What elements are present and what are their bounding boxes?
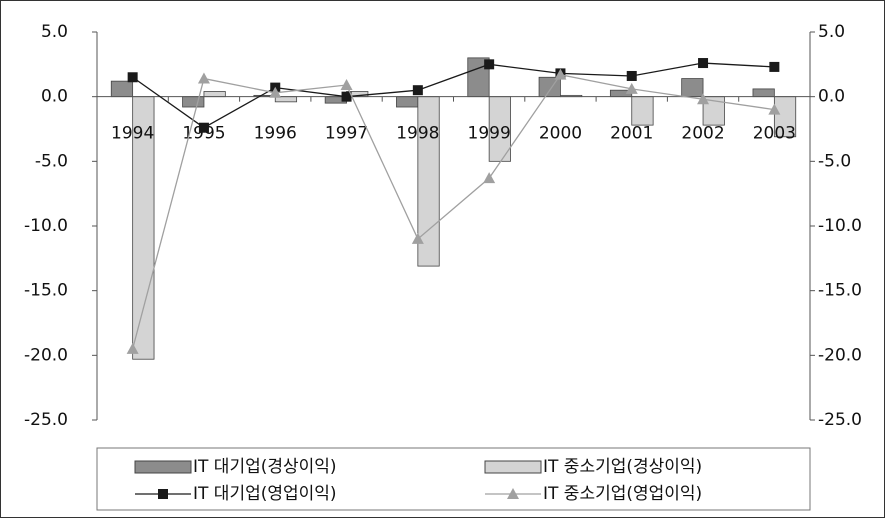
marker bbox=[484, 59, 495, 70]
x-tick-label: 2000 bbox=[539, 124, 582, 144]
y2-tick-label: 5.0 bbox=[818, 22, 845, 42]
x-tick-label: 1994 bbox=[111, 124, 154, 144]
marker bbox=[127, 72, 138, 83]
y2-tick-label: 0.0 bbox=[818, 87, 845, 107]
y-tick-label: -15.0 bbox=[24, 281, 68, 301]
legend-swatch bbox=[134, 460, 192, 474]
marker bbox=[626, 70, 637, 81]
x-tick-label: 2003 bbox=[753, 124, 796, 144]
marker bbox=[698, 58, 709, 69]
x-tick-label: 1997 bbox=[325, 124, 368, 144]
bar bbox=[110, 80, 134, 98]
bar bbox=[396, 96, 419, 108]
marker bbox=[483, 172, 496, 184]
legend-box bbox=[96, 447, 811, 511]
bar bbox=[203, 91, 226, 98]
y-tick-label: -10.0 bbox=[24, 216, 68, 236]
marker bbox=[768, 103, 781, 115]
bar bbox=[681, 78, 704, 98]
x-tick-label: 1998 bbox=[396, 124, 439, 144]
bar bbox=[631, 96, 654, 126]
bar bbox=[752, 88, 775, 98]
marker bbox=[507, 488, 519, 499]
marker bbox=[269, 86, 282, 98]
y-tick-label: -20.0 bbox=[24, 345, 68, 365]
marker bbox=[625, 82, 638, 94]
y2-tick-label: -10.0 bbox=[818, 216, 862, 236]
legend-label: IT 중소기업(영업이익) bbox=[543, 484, 702, 504]
legend-swatch bbox=[484, 460, 542, 474]
marker bbox=[341, 91, 352, 102]
marker bbox=[769, 61, 780, 72]
legend-label: IT 대기업(경상이익) bbox=[193, 457, 337, 477]
x-tick-label: 1999 bbox=[468, 124, 511, 144]
marker bbox=[158, 489, 168, 499]
x-tick-label: 1996 bbox=[254, 124, 297, 144]
x-tick-label: 2002 bbox=[681, 124, 724, 144]
marker bbox=[197, 72, 210, 84]
y-tick-label: 0.0 bbox=[41, 87, 68, 107]
y2-tick-label: -5.0 bbox=[818, 151, 851, 171]
y-tick-label: -5.0 bbox=[35, 151, 68, 171]
y2-tick-label: -20.0 bbox=[818, 345, 862, 365]
line bbox=[132, 62, 775, 129]
legend-label: IT 대기업(영업이익) bbox=[193, 484, 337, 504]
marker bbox=[411, 232, 424, 244]
marker bbox=[412, 85, 423, 96]
x-tick-label: 1995 bbox=[182, 124, 225, 144]
y2-tick-label: -25.0 bbox=[818, 410, 862, 430]
y-tick-label: -25.0 bbox=[24, 410, 68, 430]
line bbox=[132, 73, 775, 350]
marker bbox=[126, 342, 139, 354]
marker bbox=[340, 79, 353, 91]
marker bbox=[697, 93, 710, 105]
legend-label: IT 중소기업(경상이익) bbox=[543, 457, 702, 477]
marker bbox=[198, 122, 209, 133]
marker bbox=[554, 68, 567, 80]
y2-tick-label: -15.0 bbox=[818, 281, 862, 301]
y-tick-label: 5.0 bbox=[41, 22, 68, 42]
bar bbox=[182, 96, 205, 108]
x-tick-label: 2001 bbox=[610, 124, 653, 144]
